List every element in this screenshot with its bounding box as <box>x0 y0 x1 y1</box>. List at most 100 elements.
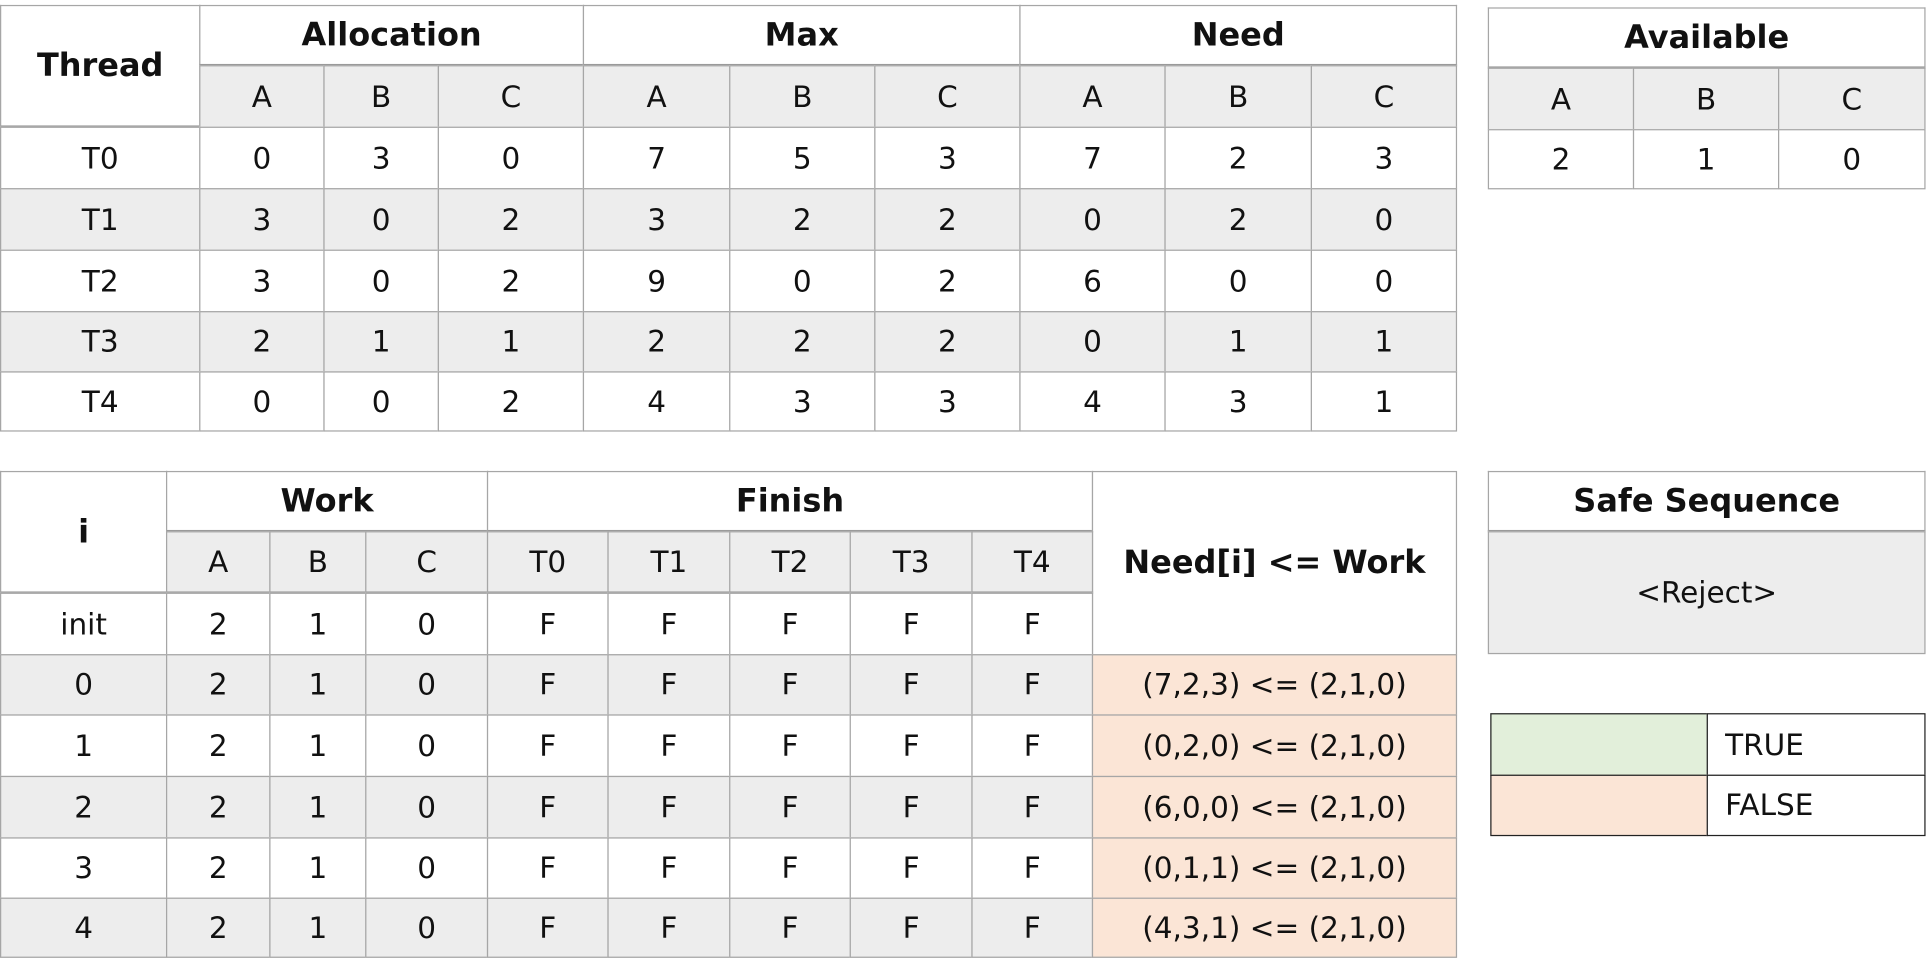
table-cell: 9 <box>582 249 731 313</box>
table-cell: T1 <box>0 188 201 251</box>
column-header: T0 <box>486 531 609 594</box>
table-cell: 1 <box>1310 311 1458 373</box>
table-cell: 2 <box>437 249 585 313</box>
table-cell: F <box>849 592 973 656</box>
column-header: B <box>1632 67 1780 131</box>
column-header: A <box>582 65 731 128</box>
table-cell: 0 <box>365 837 489 899</box>
table-cell: 2 <box>165 837 271 899</box>
table-cell: init <box>0 592 168 656</box>
table-cell: 2 <box>437 371 585 432</box>
table-cell: 0 <box>0 654 168 716</box>
table-cell: 0 <box>1310 249 1458 313</box>
table-cell: 1 <box>269 837 367 899</box>
column-header: T2 <box>729 531 851 594</box>
table-cell: 2 <box>199 311 325 373</box>
table-cell: 0 <box>323 188 439 251</box>
column-header: T1 <box>607 531 731 594</box>
table-cell: 3 <box>199 188 325 251</box>
table-cell: F <box>729 897 851 958</box>
table-cell: 6 <box>1019 249 1166 313</box>
table-cell: 3 <box>199 249 325 313</box>
table-cell: 2 <box>165 592 271 656</box>
table-cell: 1 <box>269 654 367 716</box>
table-cell: 1 <box>269 714 367 778</box>
table-cell: 0 <box>1778 129 1926 190</box>
table-cell: F <box>729 654 851 716</box>
table-cell: 2 <box>165 654 271 716</box>
table-cell: 2 <box>874 249 1021 313</box>
table-cell: T3 <box>0 311 201 373</box>
table-cell: 2 <box>1164 126 1312 190</box>
table-cell: 2 <box>729 311 876 373</box>
table-cell: 0 <box>1310 188 1458 251</box>
header-cell: Finish <box>486 470 1094 533</box>
table-cell: F <box>849 714 973 778</box>
check-cell: (0,1,1) <= (2,1,0) <box>1091 837 1458 899</box>
check-cell: (0,2,0) <= (2,1,0) <box>1091 714 1458 778</box>
table-cell: F <box>729 592 851 656</box>
table-cell: 0 <box>199 126 325 190</box>
table-cell: 0 <box>1019 311 1166 373</box>
table-cell: 4 <box>1019 371 1166 432</box>
table-cell: T2 <box>0 249 201 313</box>
header-cell: Thread <box>0 4 201 128</box>
column-header: T3 <box>849 531 973 594</box>
table-cell: F <box>971 775 1094 839</box>
check-cell: (4,3,1) <= (2,1,0) <box>1091 897 1458 958</box>
column-header: B <box>323 65 439 128</box>
legend-label: TRUE <box>1706 713 1926 776</box>
table-cell: 3 <box>874 371 1021 432</box>
table-cell: F <box>607 592 731 656</box>
table-cell: 3 <box>323 126 439 190</box>
table-cell: F <box>486 837 609 899</box>
legend-swatch <box>1490 713 1708 776</box>
header-cell: Safe Sequence <box>1487 470 1926 533</box>
table-cell: 4 <box>0 897 168 958</box>
table-cell: 2 <box>165 775 271 839</box>
column-header: C <box>365 531 489 594</box>
column-header: C <box>437 65 585 128</box>
column-header: A <box>1019 65 1166 128</box>
safe-sequence-value: <Reject> <box>1487 531 1926 655</box>
header-cell: Allocation <box>199 4 585 67</box>
table-cell: F <box>486 714 609 778</box>
table-cell: 0 <box>365 714 489 778</box>
table-cell: 0 <box>1019 188 1166 251</box>
table-cell: F <box>486 592 609 656</box>
table-cell: F <box>849 775 973 839</box>
table-cell: 3 <box>0 837 168 899</box>
table-cell: F <box>729 714 851 778</box>
column-header: B <box>1164 65 1312 128</box>
column-header: A <box>199 65 325 128</box>
table-cell: 0 <box>365 654 489 716</box>
table-cell: 1 <box>437 311 585 373</box>
table-cell: 1 <box>269 592 367 656</box>
table-cell: 5 <box>729 126 876 190</box>
table-cell: 0 <box>199 371 325 432</box>
table-cell: F <box>971 654 1094 716</box>
column-header: C <box>1310 65 1458 128</box>
table-cell: 1 <box>1632 129 1780 190</box>
legend-label: FALSE <box>1706 774 1926 837</box>
table-cell: F <box>971 592 1094 656</box>
header-cell: Max <box>582 4 1021 67</box>
table-cell: F <box>849 654 973 716</box>
table-cell: F <box>849 897 973 958</box>
header-cell: Need <box>1019 4 1458 67</box>
table-cell: 2 <box>437 188 585 251</box>
table-cell: F <box>607 714 731 778</box>
column-header: C <box>874 65 1021 128</box>
table-cell: F <box>607 837 731 899</box>
table-cell: 3 <box>874 126 1021 190</box>
table-cell: 1 <box>0 714 168 778</box>
check-cell: (7,2,3) <= (2,1,0) <box>1091 654 1458 716</box>
table-cell: F <box>486 897 609 958</box>
column-header: T4 <box>971 531 1094 594</box>
check-cell: (6,0,0) <= (2,1,0) <box>1091 775 1458 839</box>
table-cell: 1 <box>1310 371 1458 432</box>
table-cell: 2 <box>1487 129 1635 190</box>
table-cell: F <box>486 654 609 716</box>
table-cell: 4 <box>582 371 731 432</box>
table-cell: 2 <box>0 775 168 839</box>
